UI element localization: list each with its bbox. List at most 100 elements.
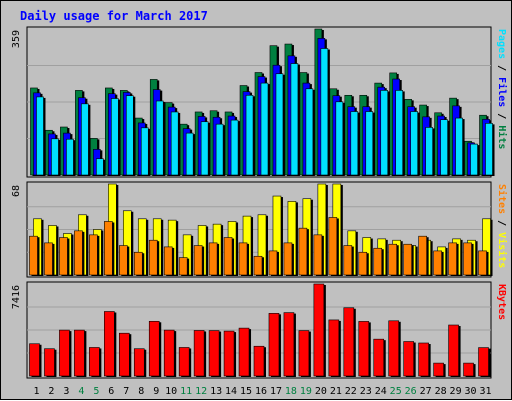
hits-panel-pages-bar bbox=[185, 132, 194, 176]
day-label-22: 22 bbox=[345, 386, 357, 397]
day-label-4: 4 bbox=[78, 386, 84, 397]
kbytes-panel-kbytes-bar bbox=[208, 330, 220, 377]
visits-panel-sites-bar bbox=[193, 245, 203, 276]
kbytes-panel-kbytes-bar bbox=[418, 342, 429, 377]
hits-panel-pages-bar bbox=[36, 96, 44, 176]
hits-panel-pages-bar bbox=[350, 111, 359, 176]
kbytes-panel-kbytes-bar bbox=[238, 327, 250, 377]
day-label-18: 18 bbox=[285, 386, 297, 397]
hits-panel-pages-bar bbox=[395, 90, 404, 176]
hits-panel-pages-bar bbox=[470, 143, 478, 176]
hits-panel-pages-bar bbox=[320, 48, 329, 176]
visits-panel-sites-bar bbox=[268, 250, 278, 276]
kbytes-panel-kbytes-bar bbox=[163, 329, 175, 377]
day-label-29: 29 bbox=[450, 386, 462, 397]
day-label-10: 10 bbox=[165, 386, 177, 397]
visits-panel-legend: Sites / Visits bbox=[496, 184, 508, 268]
day-label-8: 8 bbox=[138, 386, 144, 397]
hits-panel-pages-bar bbox=[200, 121, 209, 176]
hits-panel-pages-bar bbox=[245, 94, 254, 176]
kbytes-panel-kbytes-bar bbox=[44, 348, 55, 377]
visits-panel-sites-bar bbox=[463, 242, 472, 276]
day-label-12: 12 bbox=[195, 386, 207, 397]
day-label-17: 17 bbox=[270, 386, 282, 397]
kbytes-panel-kbytes-bar bbox=[89, 347, 100, 377]
visits-panel-sites-bar bbox=[238, 242, 248, 276]
hits-panel-pages-bar bbox=[96, 158, 104, 176]
hits-panel-pages-bar bbox=[275, 73, 284, 176]
hits-panel-pages-bar bbox=[425, 127, 433, 176]
visits-panel-sites-bar bbox=[223, 237, 233, 276]
visits-panel-sites-bar bbox=[403, 243, 412, 276]
kbytes-panel-kbytes-bar bbox=[478, 347, 489, 377]
visits-panel-sites-bar bbox=[433, 250, 442, 276]
visits-panel-sites-bar bbox=[208, 242, 218, 276]
hits-panel-pages-bar bbox=[81, 103, 89, 176]
hits-panel-pages-bar bbox=[410, 111, 418, 176]
day-label-11: 11 bbox=[180, 386, 192, 397]
kbytes-panel-legend: KBytes bbox=[496, 284, 507, 320]
day-label-5: 5 bbox=[93, 386, 99, 397]
hits-panel-pages-bar bbox=[290, 63, 299, 176]
day-label-13: 13 bbox=[210, 386, 222, 397]
day-label-2: 2 bbox=[48, 386, 54, 397]
visits-panel: 68 Sites / Visits bbox=[11, 181, 508, 278]
day-axis-labels: 1 2 3 4 5 6 7 8 9 10 11 12 13 14 15 16 17 18 19 20 21 22 23 24 2… bbox=[33, 386, 491, 397]
day-label-30: 30 bbox=[465, 386, 477, 397]
kbytes-panel-kbytes-bar bbox=[373, 338, 385, 377]
legend-separator: / bbox=[496, 214, 507, 232]
kbytes-panel-kbytes-bar bbox=[104, 311, 115, 377]
hits-panel-pages-bar bbox=[215, 123, 224, 176]
hits-panel-pages-bar bbox=[140, 127, 149, 176]
kbytes-panel-kbytes-bar bbox=[59, 329, 70, 377]
visits-panel-sites-bar bbox=[343, 245, 353, 276]
kbytes-panel-kbytes-bar bbox=[193, 330, 205, 377]
visits-panel-sites-bar bbox=[283, 242, 293, 276]
kbytes-panel-kbytes-bar bbox=[178, 347, 190, 377]
visits-panel-sites-bar bbox=[388, 243, 398, 276]
kbytes-panel-kbytes-bar bbox=[223, 330, 235, 377]
hits-panel-pages-bar bbox=[485, 123, 493, 176]
kbytes-panel-kbytes-bar bbox=[343, 307, 355, 377]
kbytes-panel-ymax-label: 7416 bbox=[11, 285, 22, 309]
visits-panel-sites-bar bbox=[74, 230, 83, 276]
hits-panel-pages-bar bbox=[111, 98, 119, 176]
hits-panel-pages-bar bbox=[380, 90, 389, 176]
legend-separator: / bbox=[496, 107, 507, 125]
day-label-14: 14 bbox=[225, 386, 237, 397]
day-label-1: 1 bbox=[33, 386, 39, 397]
kbytes-panel-kbytes-bar bbox=[74, 329, 85, 377]
kbytes-panel-kbytes-bar bbox=[358, 321, 370, 377]
legend-files: Files bbox=[496, 77, 508, 107]
visits-panel-sites-bar bbox=[133, 251, 143, 276]
chart-title: Daily usage for March 2017 bbox=[20, 9, 208, 23]
kbytes-panel-kbytes-bar bbox=[118, 332, 130, 377]
day-label-6: 6 bbox=[108, 386, 114, 397]
visits-panel-sites-bar bbox=[148, 239, 158, 276]
legend-sites: Sites bbox=[496, 184, 508, 214]
visits-panel-sites-bar bbox=[418, 235, 427, 276]
hits-panel-pages-bar bbox=[305, 88, 314, 176]
visits-panel-sites-bar bbox=[313, 234, 323, 276]
kbytes-panel-kbytes-bar bbox=[268, 313, 280, 377]
day-label-3: 3 bbox=[63, 386, 69, 397]
hits-panel-pages-bar bbox=[125, 95, 134, 176]
visits-panel-sites-bar bbox=[373, 247, 383, 276]
visits-panel-sites-bar bbox=[298, 227, 308, 276]
day-label-28: 28 bbox=[435, 386, 447, 397]
visits-panel-sites-bar bbox=[253, 255, 263, 276]
hits-panel: 359 Pages / Files / Hits bbox=[11, 26, 508, 178]
day-label-25: 25 bbox=[390, 386, 402, 397]
kbytes-panel-kbytes-bar bbox=[463, 362, 474, 377]
legend-kbytes: KBytes bbox=[496, 284, 507, 320]
visits-panel-sites-bar bbox=[178, 257, 188, 276]
hits-panel-pages-bar bbox=[155, 100, 164, 176]
visits-panel-sites-bar bbox=[89, 234, 98, 276]
hits-panel-pages-bar bbox=[66, 138, 74, 176]
hits-panel-pages-bar bbox=[51, 138, 59, 176]
kbytes-panel-kbytes-bar bbox=[253, 345, 265, 377]
kbytes-panel: 7416 KBytes bbox=[11, 281, 507, 379]
visits-panel-sites-bar bbox=[44, 242, 53, 276]
legend-hits: Hits bbox=[496, 125, 508, 149]
